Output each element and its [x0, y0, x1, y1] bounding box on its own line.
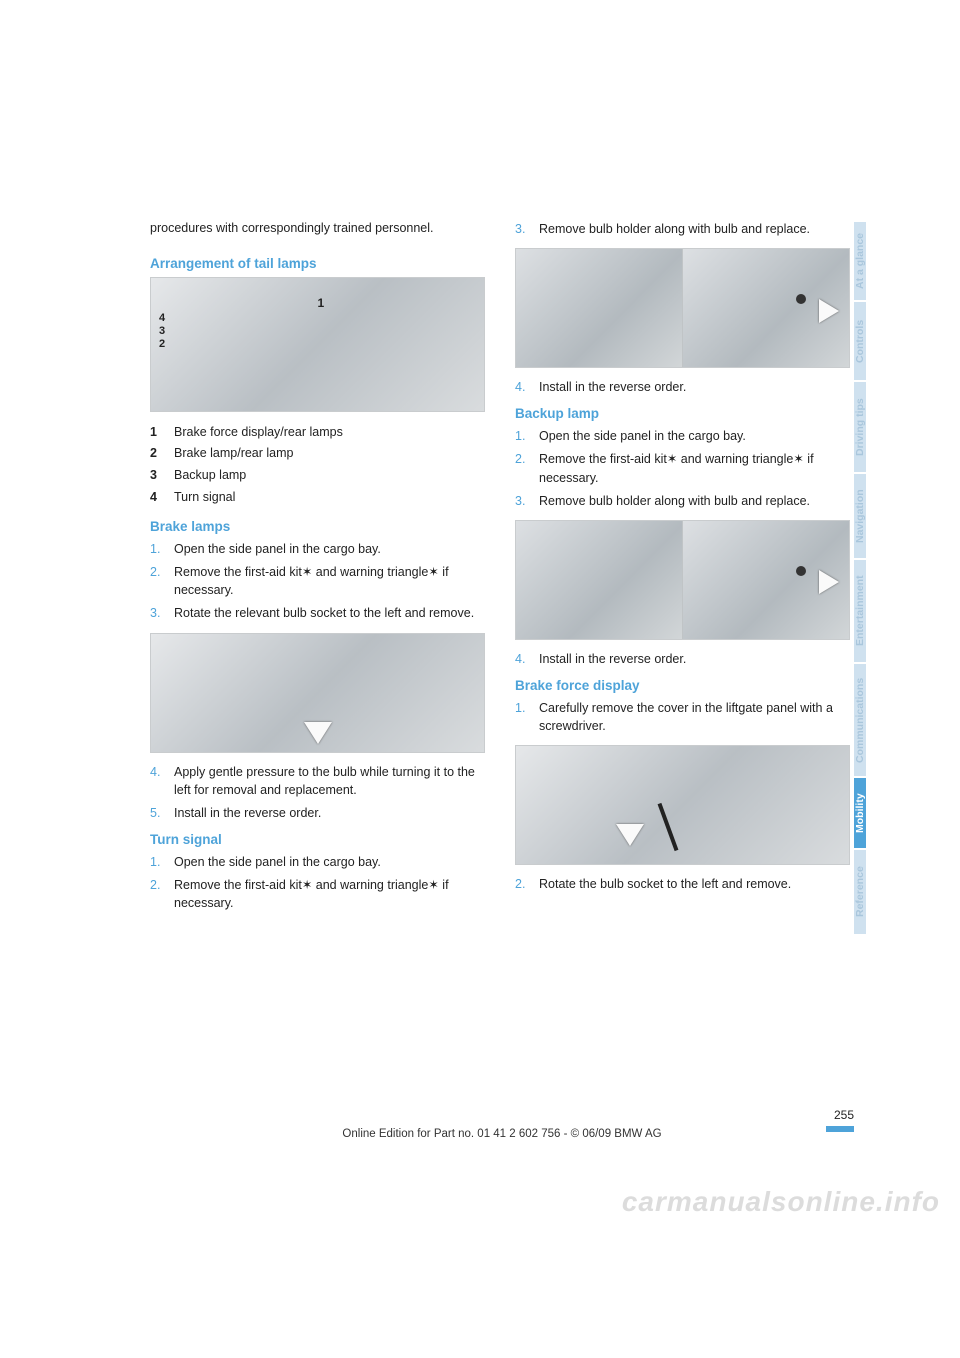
figure-brake-force-cover — [515, 745, 850, 865]
arrow-down-icon — [304, 722, 332, 744]
figure-split-view — [516, 521, 849, 639]
tail-lamp-legend: 1Brake force display/rear lamps 2Brake l… — [150, 422, 485, 510]
legend-item: 4Turn signal — [150, 487, 485, 509]
tab-entertainment[interactable]: Entertainment — [854, 560, 866, 662]
turn-signal-steps-cont: 3.Remove bulb holder along with bulb and… — [515, 220, 850, 238]
step: 3.Remove bulb holder along with bulb and… — [515, 220, 850, 238]
heading-brake-lamps: Brake lamps — [150, 519, 485, 534]
brake-force-steps: 1.Carefully remove the cover in the lift… — [515, 699, 850, 735]
step: 2.Remove the first-aid kit✶ and warning … — [515, 450, 850, 486]
page-number: 255 — [834, 1108, 854, 1124]
left-column: procedures with correspondingly trained … — [150, 220, 485, 922]
backup-lamp-steps: 1.Open the side panel in the cargo bay. … — [515, 427, 850, 510]
backup-lamp-steps-end: 4.Install in the reverse order. — [515, 650, 850, 668]
watermark-text: carmanualsonline.info — [622, 1186, 940, 1218]
step: 3.Rotate the relevant bulb socket to the… — [150, 604, 485, 622]
tab-driving-tips[interactable]: Driving tips — [854, 382, 866, 472]
figure-panel-right — [683, 521, 849, 639]
heading-arrangement: Arrangement of tail lamps — [150, 256, 485, 271]
figure-turn-signal-removal — [515, 248, 850, 368]
arrow-down-icon — [616, 824, 644, 846]
screwdriver-icon — [657, 803, 678, 851]
section-tabs: At a glance Controls Driving tips Naviga… — [854, 222, 878, 936]
legend-item: 3Backup lamp — [150, 465, 485, 487]
figure-split-view — [516, 249, 849, 367]
figure-panel-left — [516, 521, 683, 639]
legend-item: 2Brake lamp/rear lamp — [150, 443, 485, 465]
heading-backup-lamp: Backup lamp — [515, 406, 850, 421]
step: 2.Remove the first-aid kit✶ and warning … — [150, 876, 485, 912]
arrow-right-icon — [819, 570, 839, 594]
bulb-dot-icon — [796, 294, 806, 304]
step: 2.Rotate the bulb socket to the left and… — [515, 875, 850, 893]
step: 4.Install in the reverse order. — [515, 650, 850, 668]
manual-page: procedures with correspondingly trained … — [0, 0, 960, 1358]
step: 2.Remove the first-aid kit✶ and warning … — [150, 563, 485, 599]
right-column: 3.Remove bulb holder along with bulb and… — [515, 220, 850, 922]
figure-callout-stack: 4 3 2 — [159, 312, 165, 352]
step: 1.Open the side panel in the cargo bay. — [515, 427, 850, 445]
figure-tail-lamps-diagram: 4 3 2 1 — [150, 277, 485, 412]
turn-signal-steps: 1.Open the side panel in the cargo bay. … — [150, 853, 485, 912]
bulb-dot-icon — [796, 566, 806, 576]
footer-text: Online Edition for Part no. 01 41 2 602 … — [150, 1128, 854, 1140]
figure-callout-1: 1 — [318, 296, 325, 310]
heading-brake-force: Brake force display — [515, 678, 850, 693]
turn-signal-steps-end: 4.Install in the reverse order. — [515, 378, 850, 396]
brake-lamps-steps-cont: 4.Apply gentle pressure to the bulb whil… — [150, 763, 485, 822]
step: 1.Carefully remove the cover in the lift… — [515, 699, 850, 735]
figure-panel-right — [683, 249, 849, 367]
figure-brake-lamp-removal — [150, 633, 485, 753]
step: 5.Install in the reverse order. — [150, 804, 485, 822]
figure-panel-left — [516, 249, 683, 367]
tab-reference[interactable]: Reference — [854, 850, 866, 934]
content-columns: procedures with correspondingly trained … — [150, 220, 850, 922]
tab-at-a-glance[interactable]: At a glance — [854, 222, 866, 300]
figure-backup-lamp-removal — [515, 520, 850, 640]
tab-mobility[interactable]: Mobility — [854, 778, 866, 848]
step: 1.Open the side panel in the cargo bay. — [150, 853, 485, 871]
heading-turn-signal: Turn signal — [150, 832, 485, 847]
legend-item: 1Brake force display/rear lamps — [150, 422, 485, 444]
step: 3.Remove bulb holder along with bulb and… — [515, 492, 850, 510]
intro-text: procedures with correspondingly trained … — [150, 220, 485, 238]
brake-force-steps-cont: 2.Rotate the bulb socket to the left and… — [515, 875, 850, 893]
brake-lamps-steps: 1.Open the side panel in the cargo bay. … — [150, 540, 485, 623]
tab-controls[interactable]: Controls — [854, 302, 866, 380]
arrow-right-icon — [819, 299, 839, 323]
step: 1.Open the side panel in the cargo bay. — [150, 540, 485, 558]
step: 4.Install in the reverse order. — [515, 378, 850, 396]
tab-communications[interactable]: Communications — [854, 664, 866, 776]
step: 4.Apply gentle pressure to the bulb whil… — [150, 763, 485, 799]
tab-navigation[interactable]: Navigation — [854, 474, 866, 558]
